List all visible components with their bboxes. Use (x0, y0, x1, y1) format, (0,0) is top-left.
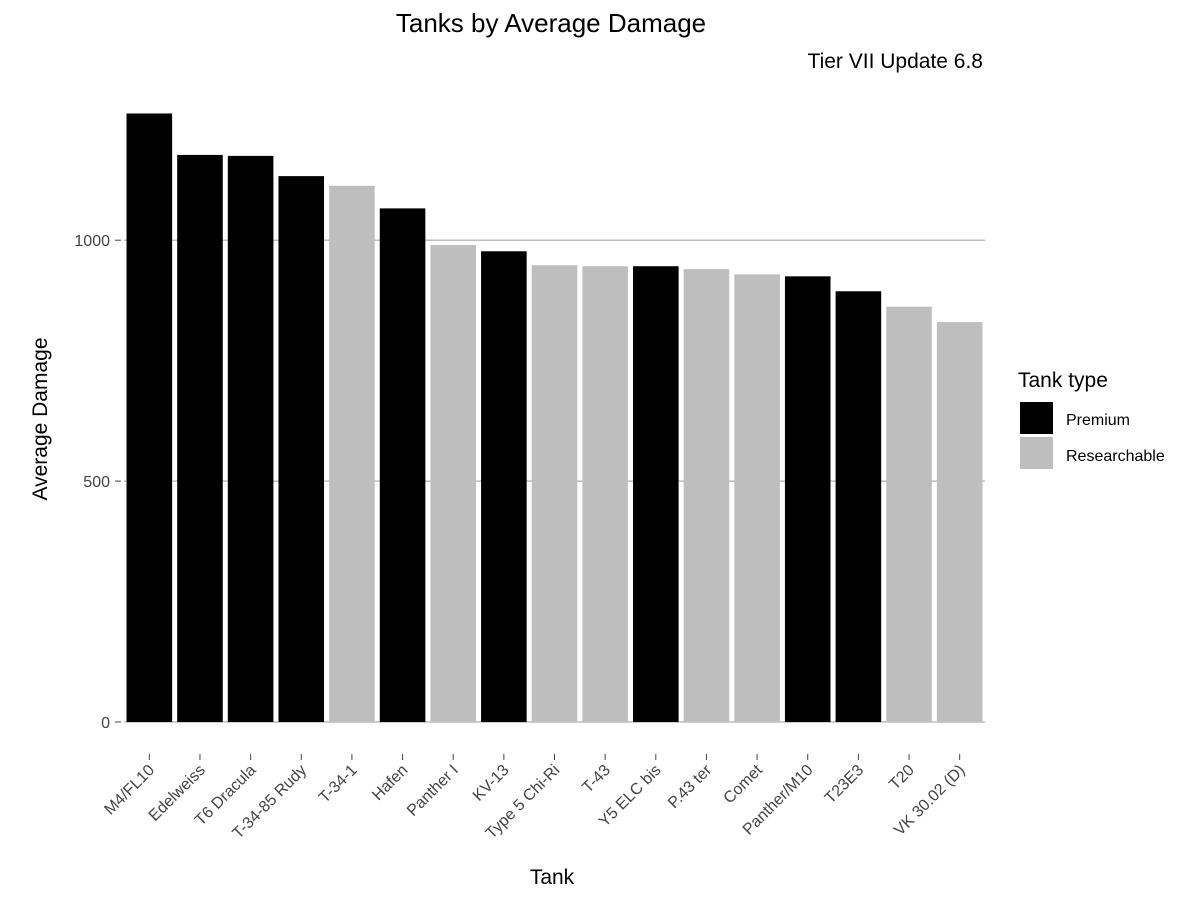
x-tick-label: T-34-1 (316, 762, 361, 807)
x-axis-title: Tank (530, 866, 575, 889)
x-tick-label: T23E3 (822, 762, 867, 807)
bar (633, 266, 679, 722)
legend-swatch-researchable (1020, 437, 1053, 469)
x-tick-label: Comet (721, 761, 767, 807)
bar (379, 208, 426, 723)
bar (278, 176, 325, 722)
bar (227, 155, 274, 722)
bar (531, 265, 578, 722)
bar (886, 306, 932, 722)
bar (835, 291, 882, 722)
bar (582, 266, 628, 722)
bar (126, 113, 173, 723)
x-tick-label: Hafen (369, 762, 411, 804)
legend-label-researchable: Researchable (1066, 448, 1165, 465)
x-tick-label: KV-13 (470, 762, 513, 805)
y-tick-label: 1000 (74, 233, 110, 250)
bar (481, 251, 527, 722)
y-tick-label: 0 (101, 715, 110, 732)
bar (329, 185, 375, 723)
legend-swatch-premium (1020, 402, 1053, 434)
bar (784, 276, 831, 722)
bar (936, 322, 983, 722)
y-tick-label: 500 (83, 474, 110, 491)
y-axis: 0 500 1000 (74, 233, 121, 732)
bars (126, 113, 983, 723)
legend-title: Tank type (1018, 369, 1108, 392)
bar (734, 274, 780, 722)
bar (430, 245, 476, 722)
legend: Tank type Premium Researchable (1018, 369, 1165, 469)
bar (177, 154, 223, 723)
legend-label-premium: Premium (1066, 412, 1130, 429)
x-tick-label: T20 (886, 762, 918, 794)
x-tick-label: P.43 ter (665, 761, 716, 812)
chart-title: Tanks by Average Damage (396, 8, 706, 38)
chart-subtitle: Tier VII Update 6.8 (808, 50, 983, 73)
bar (683, 269, 730, 722)
x-tick-label: Panther I (404, 762, 462, 820)
x-tick-label: T-43 (579, 762, 614, 797)
y-axis-title: Average Damage (29, 337, 52, 500)
